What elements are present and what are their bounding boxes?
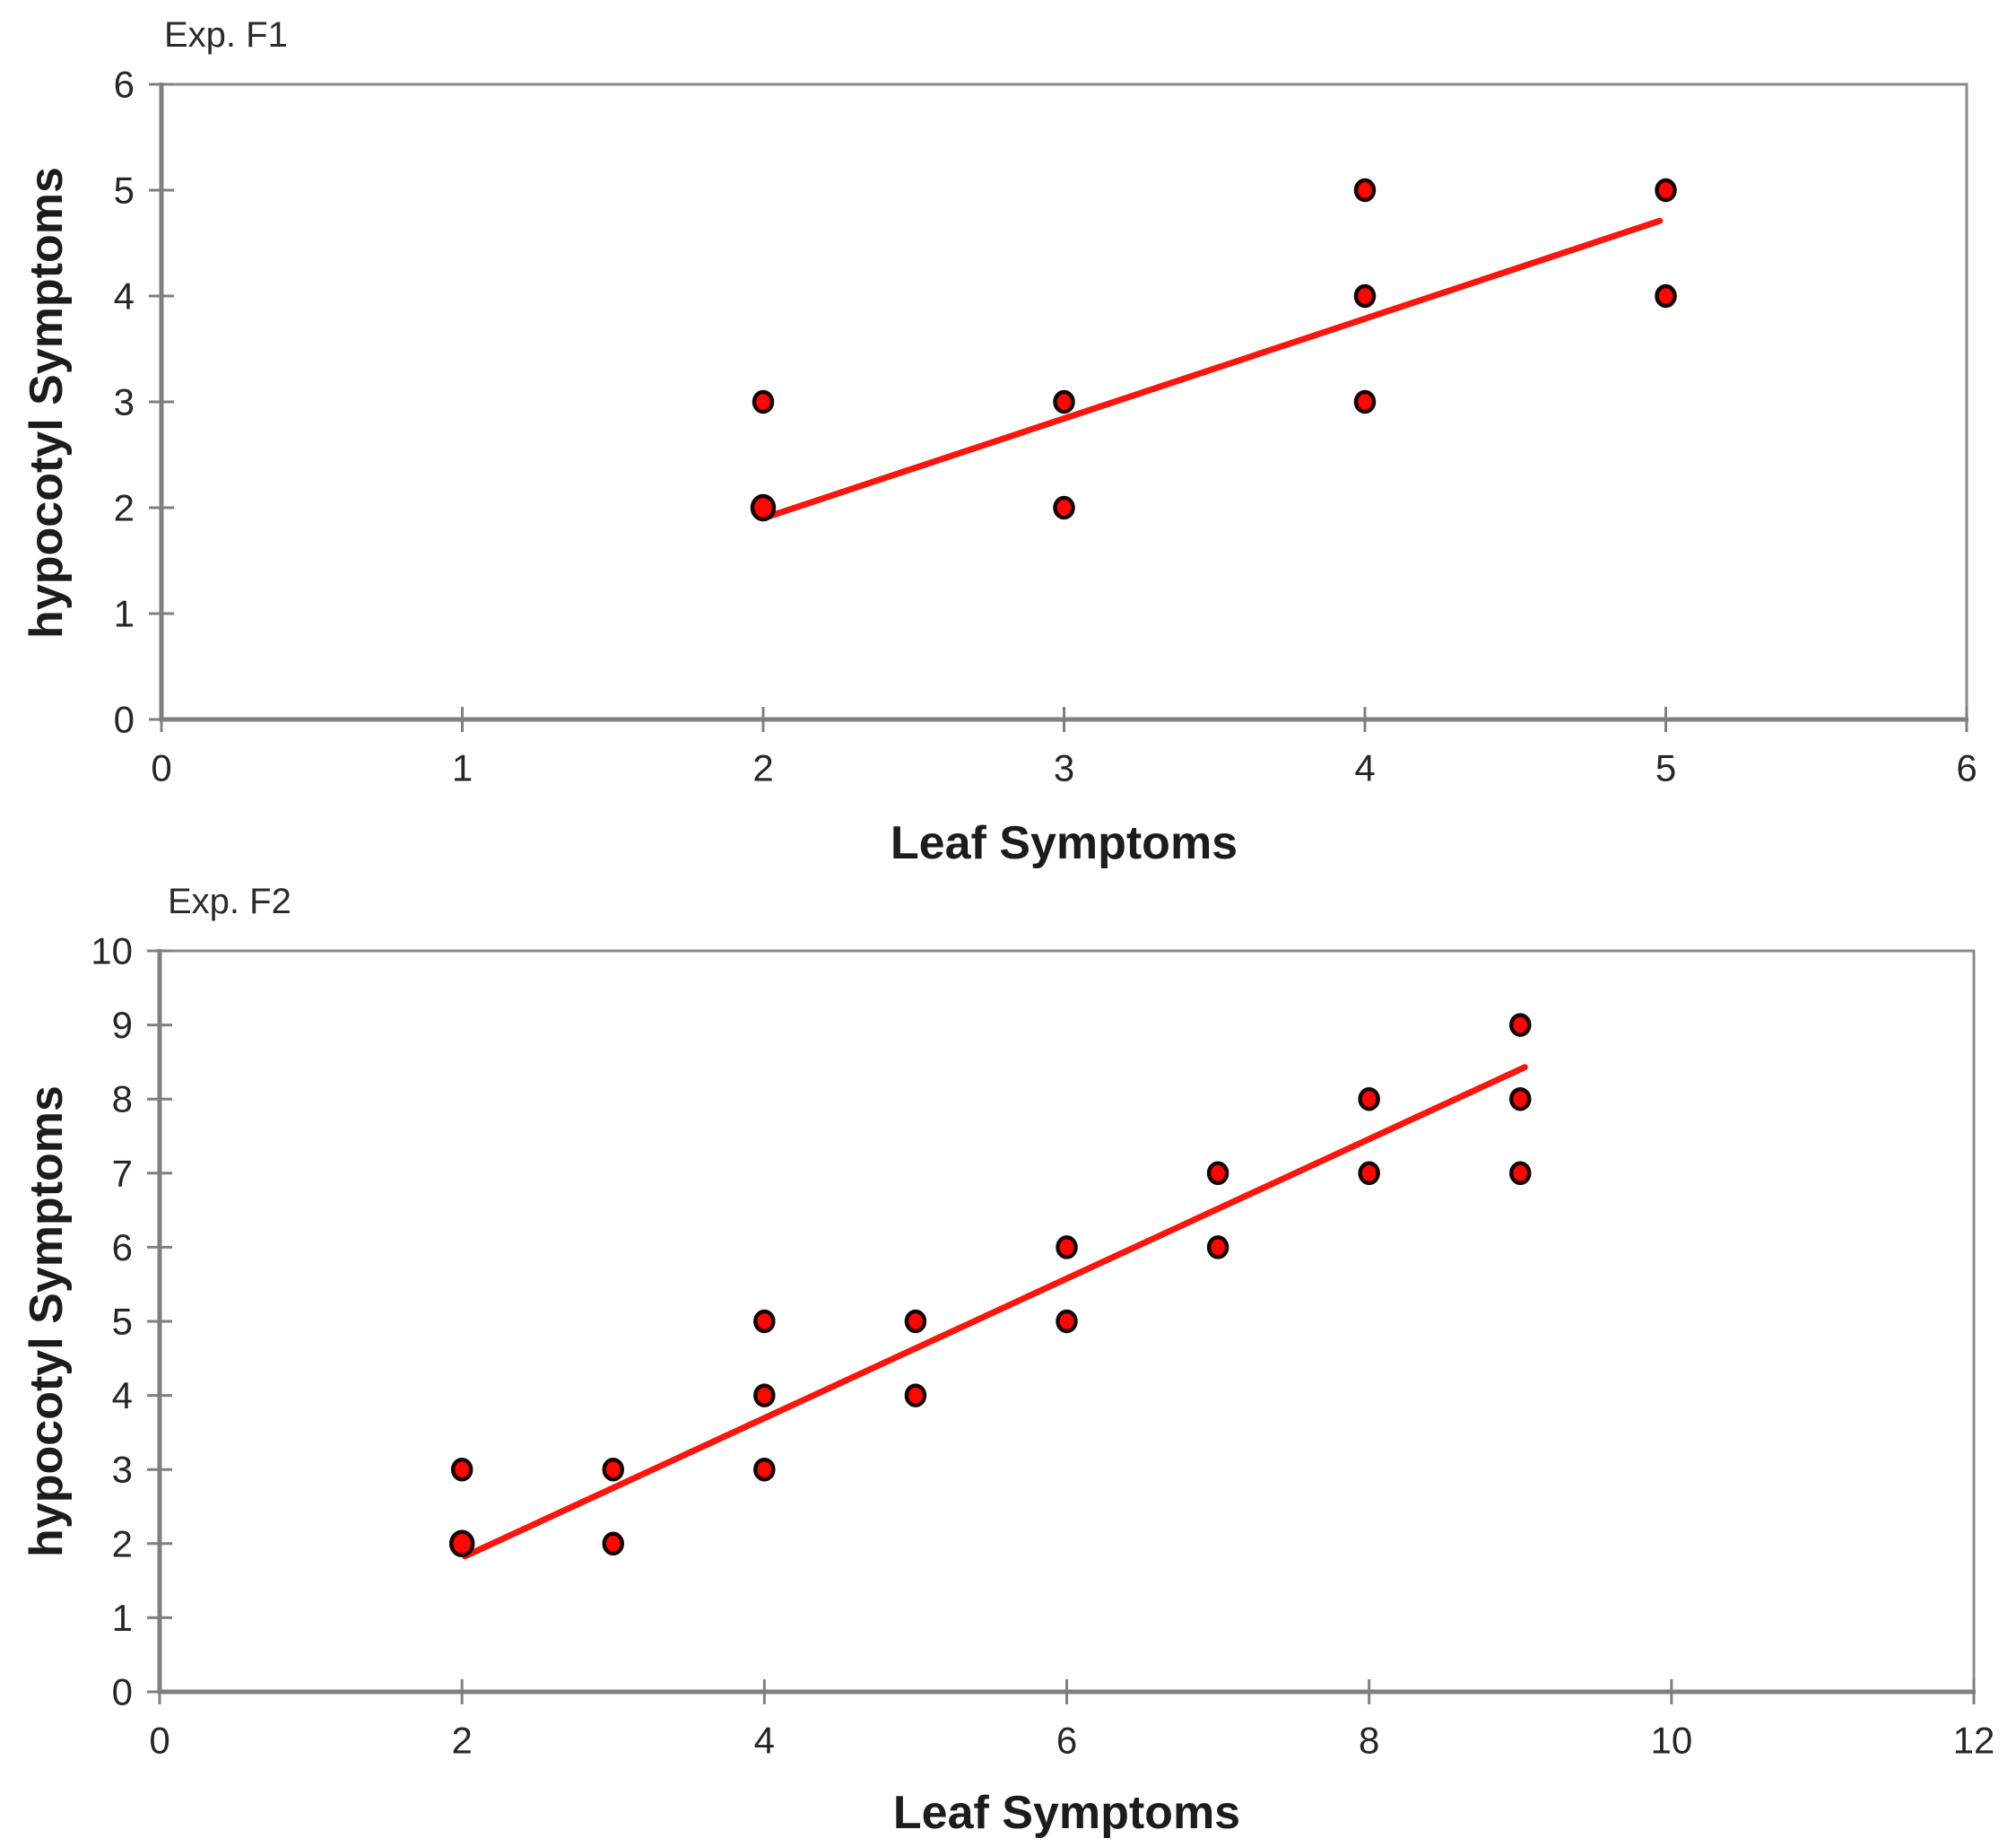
data-point xyxy=(752,389,775,414)
data-point xyxy=(1056,1235,1078,1259)
chart1-y-axis-title: hypocotyl Symptoms xyxy=(21,167,73,639)
x-tick-label: 0 xyxy=(151,747,171,789)
data-point xyxy=(1053,495,1075,520)
x-tick-label: 8 xyxy=(1359,1720,1379,1762)
y-tick-label: 10 xyxy=(91,930,133,972)
data-point xyxy=(753,1383,776,1407)
x-tick-label: 12 xyxy=(1953,1720,1995,1762)
x-tick-label: 0 xyxy=(149,1720,169,1762)
y-tick-label: 4 xyxy=(114,275,135,318)
trend-line xyxy=(760,217,1664,522)
y-tick-label: 8 xyxy=(112,1078,133,1120)
x-tick-label: 2 xyxy=(451,1720,472,1762)
trend-line xyxy=(462,1064,1528,1560)
y-tick-label: 9 xyxy=(112,1004,133,1046)
data-point xyxy=(753,1309,776,1334)
x-tick-label: 3 xyxy=(1054,747,1074,789)
data-point xyxy=(1353,283,1377,309)
y-tick-label: 3 xyxy=(114,381,135,423)
x-tick-label: 5 xyxy=(1655,747,1676,789)
y-tick-label: 5 xyxy=(112,1301,133,1343)
y-tick-label: 5 xyxy=(114,170,135,212)
data-point xyxy=(1509,1086,1532,1111)
data-point xyxy=(904,1383,927,1407)
y-tick-label: 6 xyxy=(112,1226,133,1268)
data-point xyxy=(904,1309,927,1334)
chart1-x-axis-title: Leaf Symptoms xyxy=(890,817,1238,869)
x-tick-label: 1 xyxy=(452,747,473,789)
x-tick-label: 6 xyxy=(1056,1720,1077,1762)
y-tick-label: 0 xyxy=(112,1671,133,1713)
x-tick-label: 4 xyxy=(754,1720,775,1762)
y-tick-label: 2 xyxy=(114,487,135,529)
data-point xyxy=(1655,283,1677,309)
data-point xyxy=(1053,389,1075,414)
x-tick-label: 4 xyxy=(1354,747,1375,789)
data-point xyxy=(1353,389,1377,414)
data-point xyxy=(1358,1161,1380,1186)
x-tick-label: 2 xyxy=(752,747,773,789)
data-point xyxy=(450,1457,474,1482)
data-point xyxy=(448,1529,475,1558)
data-point xyxy=(1206,1235,1230,1259)
data-point xyxy=(1353,178,1377,203)
y-tick-label: 1 xyxy=(112,1597,133,1639)
data-point xyxy=(602,1457,624,1482)
data-point xyxy=(1206,1161,1230,1186)
y-tick-label: 6 xyxy=(114,64,135,106)
x-tick-label: 10 xyxy=(1650,1720,1692,1762)
chart2-title: Exp. F2 xyxy=(168,882,291,921)
y-tick-label: 0 xyxy=(114,699,135,741)
x-tick-label: 6 xyxy=(1956,747,1977,789)
chart1-title: Exp. F1 xyxy=(164,15,288,55)
data-point xyxy=(753,1457,776,1482)
chart2-x-axis-title: Leaf Symptoms xyxy=(892,1787,1241,1839)
y-tick-label: 1 xyxy=(114,593,135,635)
y-tick-label: 4 xyxy=(112,1374,133,1416)
data-point xyxy=(1056,1309,1078,1334)
data-point xyxy=(750,493,777,522)
chart2-y-axis-title: hypocotyl Symptoms xyxy=(21,1085,73,1557)
data-point xyxy=(1655,178,1677,203)
data-point xyxy=(1509,1161,1532,1186)
y-tick-label: 3 xyxy=(112,1449,133,1491)
y-tick-label: 2 xyxy=(112,1522,133,1564)
data-point xyxy=(602,1531,624,1556)
data-point xyxy=(1358,1086,1380,1111)
data-point xyxy=(1509,1013,1532,1037)
y-tick-label: 7 xyxy=(112,1152,133,1194)
chart-1-group: 0 1 2 3 4 5 6 0 1 2 3 4 5 6 xyxy=(114,64,1977,789)
